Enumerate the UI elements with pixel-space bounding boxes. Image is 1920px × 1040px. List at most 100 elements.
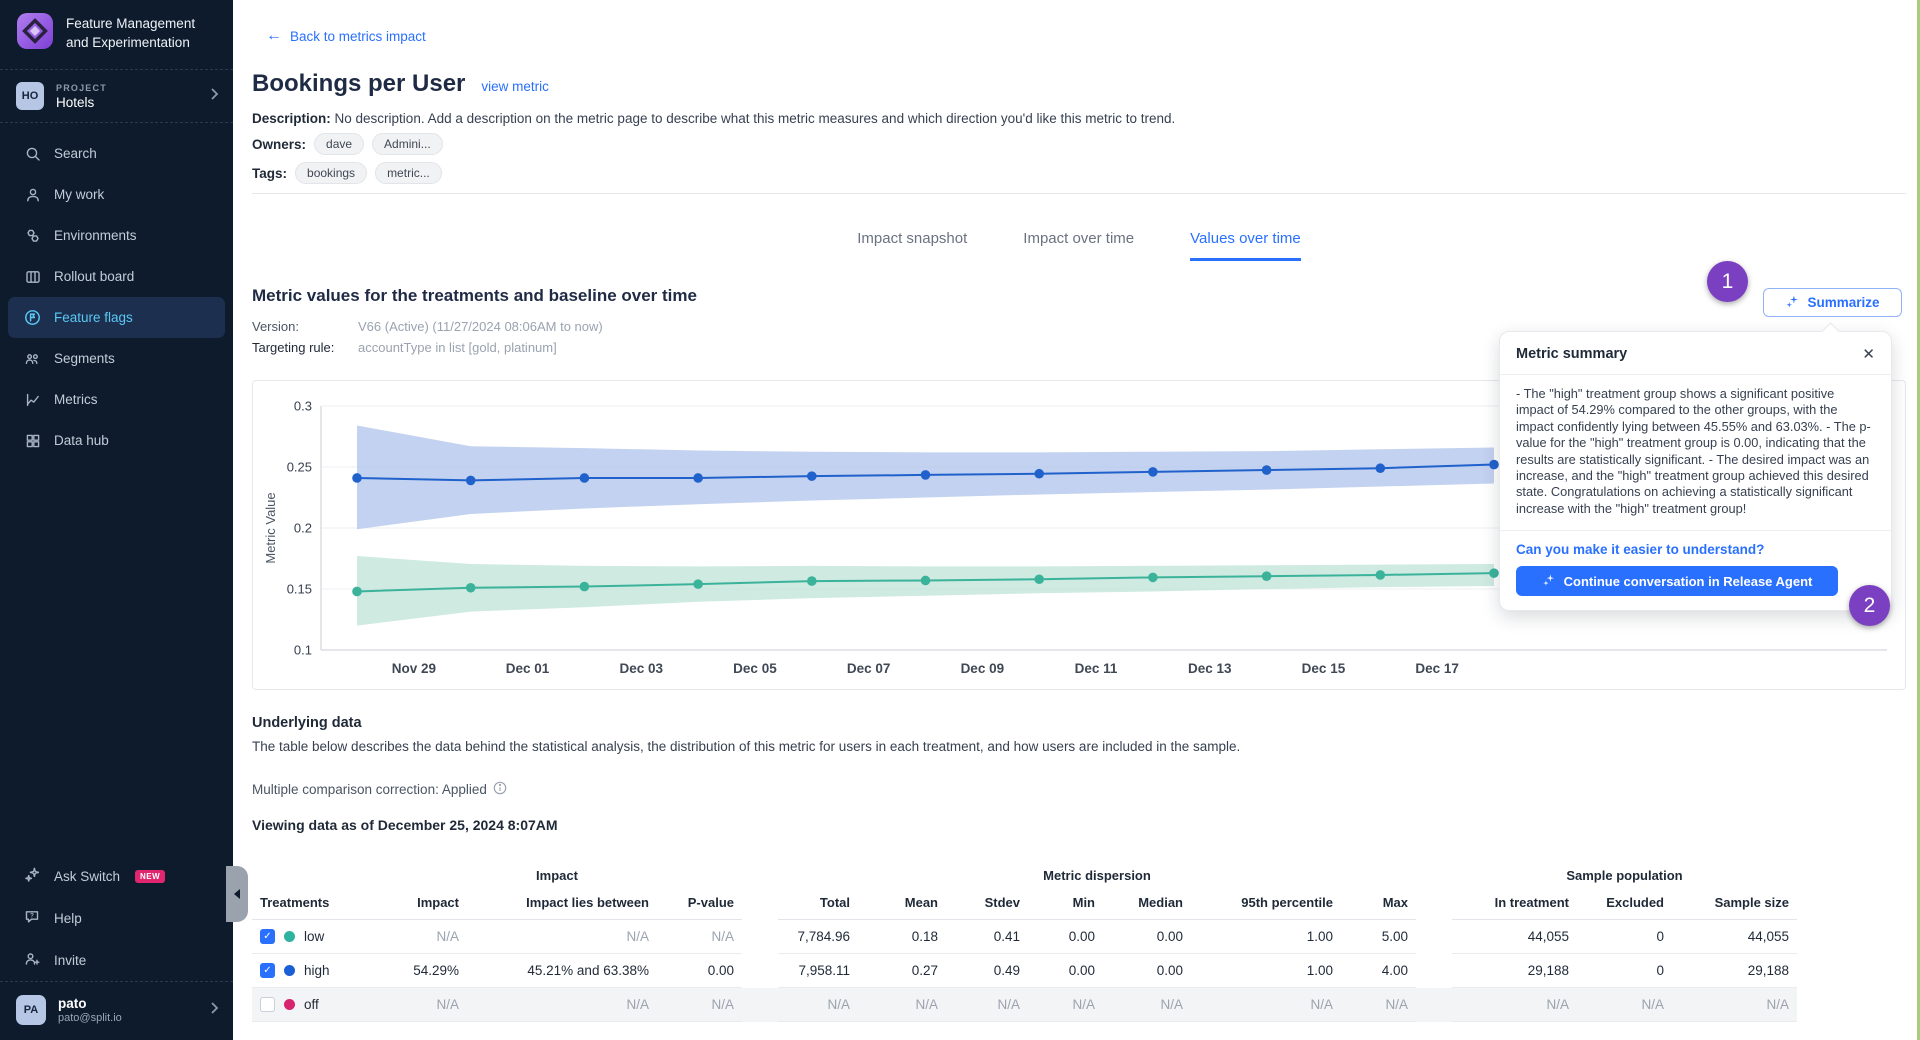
column-header: Mean [858,889,946,920]
help-icon: ? [24,909,41,928]
sidebar-item-label: Search [54,146,97,161]
treatment-checkbox-low[interactable]: ✓ [260,929,275,944]
column-header: P-value [657,889,742,920]
continue-conversation-label: Continue conversation in Release Agent [1563,573,1813,589]
table-row-high: ✓ high 54.29% 45.21% and 63.38% 0.00 7,958.1… [252,953,1797,988]
chart-canvas[interactable]: 0.3 0.25 0.2 0.15 0.1 Nov 29 Dec 01 Dec 03 Dec 0… [253,381,1905,689]
treatment-label: high [304,963,330,978]
popover-body: - The "high" treatment group shows a sig… [1500,375,1891,531]
table-cell: 0.27 [858,953,946,988]
column-header: Excluded [1577,889,1672,920]
easier-to-understand-link[interactable]: Can you make it easier to understand? [1516,542,1765,557]
person-icon [24,186,41,203]
sidebar-item-search[interactable]: Search [0,133,233,174]
user-menu[interactable]: PA pato pato@split.io [0,981,233,1040]
continue-conversation-button[interactable]: Continue conversation in Release Agent [1516,566,1838,596]
sidebar-item-metrics[interactable]: Metrics [0,379,233,420]
table-cell: 44,055 [1452,919,1577,954]
sidebar-item-my-work[interactable]: My work [0,174,233,215]
treatment-checkbox-high[interactable]: ✓ [260,963,275,978]
tab-values-over-time[interactable]: Values over time [1190,230,1301,261]
table-cell: N/A [467,919,657,954]
table-cell: 54.29% [372,953,467,988]
summarize-button[interactable]: Summarize [1763,288,1902,317]
sidebar-item-help[interactable]: ? Help [0,897,233,939]
sidebar-item-segments[interactable]: Segments [0,338,233,379]
treatment-dot-icon [284,931,295,942]
sidebar-footer: Ask Switch NEW? Help Invite PA pato pato@sp… [0,855,233,1040]
sidebar-item-feature-flags[interactable]: Feature flags [8,297,225,338]
table-cell: N/A [1191,987,1341,1022]
tags-label: Tags: [252,165,288,181]
user-email: pato@split.io [58,1012,122,1024]
sidebar-nav: Search My work Environments Rollout board Fe… [0,123,233,471]
sidebar-item-environments[interactable]: Environments [0,215,233,256]
close-icon[interactable]: ✕ [1862,346,1875,363]
sidebar-collapse-handle[interactable] [226,866,248,922]
tab-impact-snapshot[interactable]: Impact snapshot [857,230,968,247]
view-metric-link[interactable]: view metric [481,79,549,94]
table-cell: 1.00 [1191,953,1341,988]
treatment-checkbox-off[interactable] [260,997,275,1012]
column-header: Median [1103,889,1191,920]
sidebar-item-rollout-board[interactable]: Rollout board [0,256,233,297]
back-link[interactable]: ← Back to metrics impact [266,27,426,45]
owner-chip[interactable]: dave [314,133,365,155]
version-label: Version: [252,319,299,334]
sidebar-item-invite[interactable]: Invite [0,939,233,981]
arrow-left-icon: ← [266,27,282,44]
targeting-rule-row: Targeting rule: accountType in list [gol… [252,340,557,355]
sidebar-item-ask-switch[interactable]: Ask Switch NEW [0,855,233,897]
table-cell: N/A [372,987,467,1022]
svg-text:Dec 15: Dec 15 [1302,661,1346,676]
svg-text:0.2: 0.2 [294,521,312,536]
table-cell: 4.00 [1341,953,1416,988]
invite-icon [24,951,41,970]
sidebar-item-label: Metrics [54,392,98,407]
sparkles-icon [24,866,41,886]
info-icon[interactable] [493,781,507,798]
svg-text:0.25: 0.25 [287,460,312,475]
sidebar-item-label: Help [54,910,82,926]
column-header: Max [1341,889,1416,920]
tag-chip[interactable]: metric... [375,162,442,184]
flag-icon [24,309,41,326]
summarize-label: Summarize [1807,295,1880,310]
table-row-off: off N/A N/A N/A N/A N/A N/A N/A N/A N/A N/A N/A N/A N… [252,987,1797,1022]
brand-logo-icon [16,12,54,55]
project-switcher[interactable]: HO PROJECT Hotels [0,70,233,122]
tab-bar: Impact snapshot Impact over time Values ov… [252,230,1906,261]
tab-impact-over-time[interactable]: Impact over time [1023,230,1135,247]
sidebar: Feature Management and Experimentation H… [0,0,233,1040]
treatment-label: low [304,929,325,944]
viewing-data-timestamp: Viewing data as of December 25, 2024 8:0… [252,817,558,833]
group-header-population: Sample population [1566,868,1683,883]
targeting-rule-label: Targeting rule: [252,340,335,355]
column-header: Total [778,889,858,920]
table-cell: 44,055 [1672,919,1797,954]
table-cell: 5.00 [1341,919,1416,954]
tag-chip[interactable]: bookings [295,162,368,184]
table-cell: 0 [1577,953,1672,988]
sparkles-icon [1785,294,1800,312]
table-group-header-row: Impact Metric dispersion Sample populati… [252,864,1797,889]
sidebar-item-data-hub[interactable]: Data hub [0,420,233,461]
table-cell: 29,188 [1452,953,1577,988]
version-row: Version: V66 (Active) (11/27/2024 08:06A… [252,319,603,334]
column-header: Stdev [946,889,1028,920]
brand: Feature Management and Experimentation [0,0,233,69]
title-row: Bookings per User view metric [252,70,549,98]
grid-icon [24,432,41,449]
table-cell: 0.00 [1103,919,1191,954]
underlying-data-table: Impact Metric dispersion Sample populati… [252,864,1797,1022]
back-link-label: Back to metrics impact [290,28,426,44]
table-cell: N/A [778,987,858,1022]
owner-chip[interactable]: Admini... [372,133,443,155]
table-cell: 0.18 [858,919,946,954]
table-cell: N/A [657,987,742,1022]
owners-row: Owners: dave Admini... [252,133,443,155]
table-row-low: ✓ low N/A N/A N/A 7,784.96 0.18 0.41 0.00 0.00 1.… [252,919,1797,954]
people-icon [24,350,41,367]
table-cell: 0.00 [657,953,742,988]
